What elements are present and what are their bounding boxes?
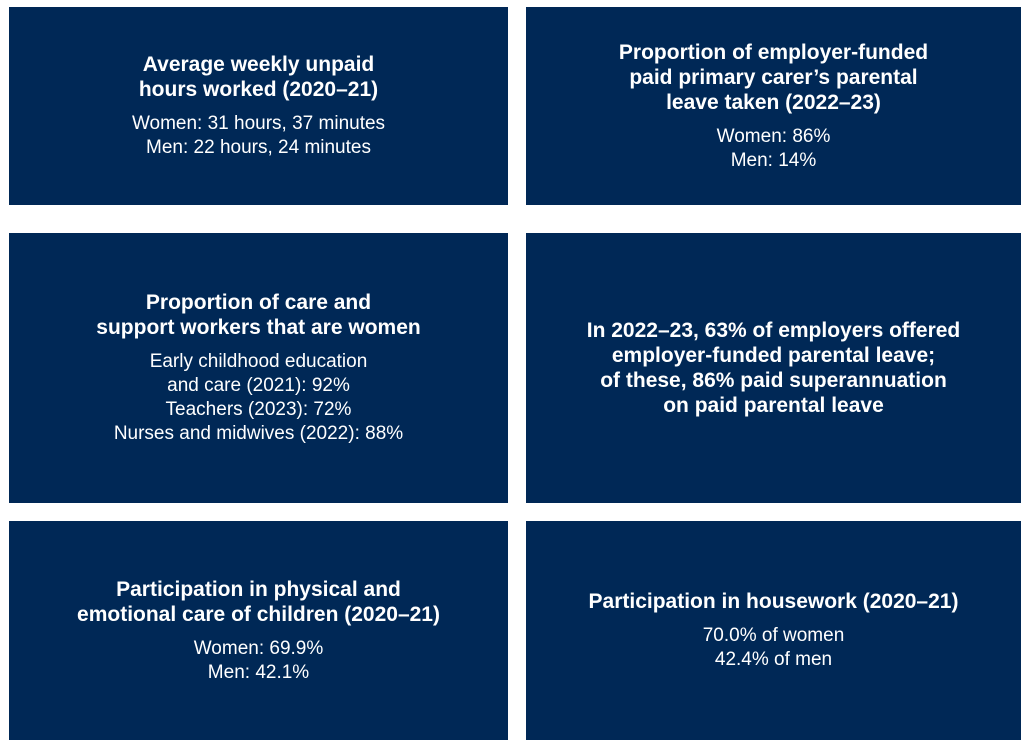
body-line: and care (2021): 92% bbox=[167, 375, 350, 396]
body-line: Women: 69.9% bbox=[193, 637, 324, 659]
tile-title: Average weekly unpaid hours worked (2020–… bbox=[139, 52, 378, 102]
tile-body: 70.0% of women 42.4% of men bbox=[703, 624, 845, 672]
info-tile: Participation in physical and emotional c… bbox=[9, 521, 508, 740]
info-tile: In 2022–23, 63% of employers offered empl… bbox=[526, 233, 1021, 503]
body-line: Women: 31 hours, 37 minutes bbox=[131, 113, 386, 134]
info-tile: Participation in housework (2020–21) 70.0… bbox=[526, 521, 1021, 740]
title-line: In 2022–23, 63% of employers offered bbox=[586, 319, 961, 342]
tile-title: Participation in housework (2020–21) bbox=[589, 589, 959, 614]
title-line: employer-funded parental leave; bbox=[611, 344, 936, 367]
title-line: on paid parental leave bbox=[663, 394, 884, 417]
body-line: Women: 86% bbox=[716, 125, 831, 147]
title-line: Proportion of care and bbox=[145, 291, 372, 314]
body-line: Men: 22 hours, 24 minutes bbox=[146, 137, 371, 158]
tile-title: Proportion of employer-funded paid primar… bbox=[619, 40, 928, 115]
info-tile: Proportion of care and support workers th… bbox=[9, 233, 508, 503]
title-line: Average weekly unpaid bbox=[142, 53, 375, 76]
tile-body: Early childhood education and care (2021)… bbox=[114, 350, 403, 446]
title-line: support workers that are women bbox=[96, 316, 421, 339]
title-line: hours worked (2020–21) bbox=[138, 78, 379, 101]
body-line: 70.0% of women bbox=[702, 625, 845, 646]
body-line: Teachers (2023): 72% bbox=[165, 399, 352, 420]
title-line: leave taken (2022–23) bbox=[666, 90, 881, 114]
title-line: paid primary carer’s parental bbox=[629, 65, 918, 89]
tile-body: Women: 86% Men: 14% bbox=[717, 125, 831, 173]
body-line: Men: 42.1% bbox=[207, 661, 310, 683]
body-line: Early childhood education bbox=[149, 351, 368, 372]
tile-title: Participation in physical and emotional c… bbox=[77, 577, 440, 627]
title-line: Proportion of employer-funded bbox=[618, 40, 929, 64]
tile-title: In 2022–23, 63% of employers offered empl… bbox=[587, 318, 961, 418]
info-tile: Proportion of employer-funded paid primar… bbox=[526, 7, 1021, 205]
title-line: of these, 86% paid superannuation bbox=[600, 369, 947, 392]
title-line: Participation in physical and bbox=[116, 577, 401, 601]
tile-body: Women: 31 hours, 37 minutes Men: 22 hours… bbox=[132, 112, 385, 160]
body-line: Men: 14% bbox=[730, 149, 817, 171]
body-line: Nurses and midwives (2022): 88% bbox=[113, 423, 404, 444]
tile-body: Women: 69.9% Men: 42.1% bbox=[194, 637, 324, 685]
tile-title: Proportion of care and support workers th… bbox=[96, 290, 420, 340]
title-line: emotional care of children (2020–21) bbox=[77, 602, 440, 626]
title-line: Participation in housework (2020–21) bbox=[588, 590, 959, 613]
info-tile: Average weekly unpaid hours worked (2020–… bbox=[9, 7, 508, 205]
body-line: 42.4% of men bbox=[714, 649, 833, 670]
